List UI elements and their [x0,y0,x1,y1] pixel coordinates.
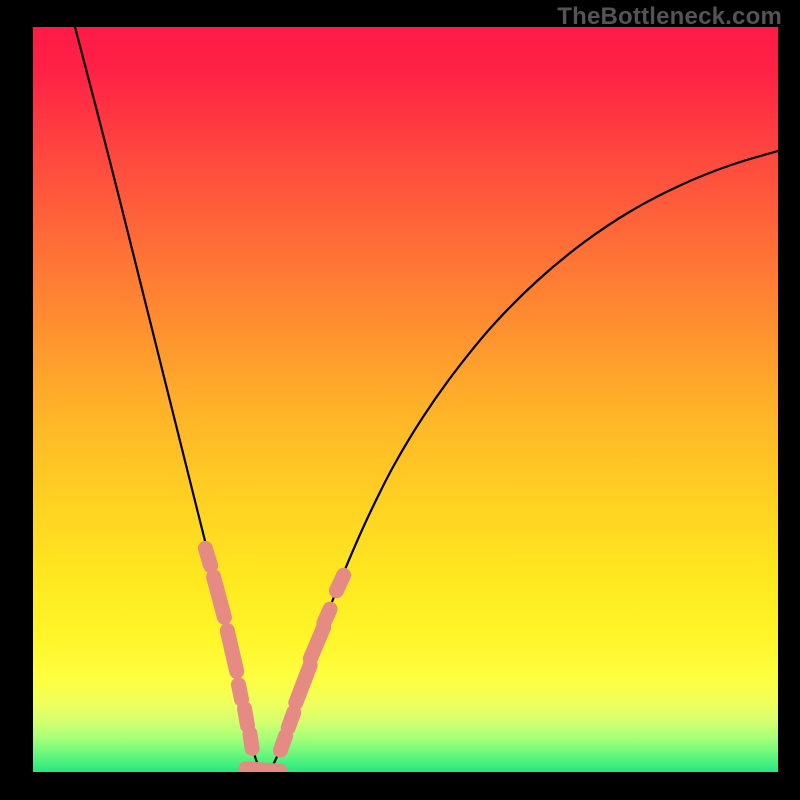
data-marker [197,540,220,575]
data-marker [219,622,245,680]
curve-right-branch [269,151,778,771]
data-marker [242,726,260,757]
data-markers [197,540,353,772]
plot-area [33,27,778,772]
data-marker [327,566,353,600]
watermark-text: TheBottleneck.com [557,3,782,31]
curve-layer [33,27,778,772]
data-marker [239,761,288,772]
data-marker [315,600,340,632]
data-marker [205,568,233,626]
